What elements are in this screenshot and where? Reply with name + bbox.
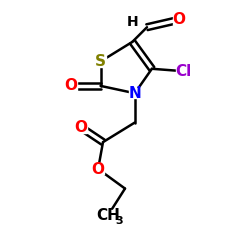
Text: N: N: [128, 86, 141, 101]
Text: S: S: [95, 54, 106, 69]
Text: 3: 3: [115, 216, 123, 226]
Text: CH: CH: [96, 208, 120, 223]
Bar: [129, 88, 140, 98]
Text: H: H: [126, 15, 138, 29]
Text: Cl: Cl: [176, 64, 192, 79]
Bar: [173, 15, 184, 25]
Text: O: O: [172, 12, 185, 28]
Bar: [76, 122, 86, 132]
Bar: [176, 66, 191, 76]
Bar: [92, 164, 104, 174]
Bar: [66, 81, 77, 91]
Bar: [97, 210, 119, 221]
Text: O: O: [74, 120, 88, 135]
Bar: [95, 56, 106, 66]
Text: O: O: [65, 78, 78, 94]
Text: O: O: [92, 162, 104, 176]
